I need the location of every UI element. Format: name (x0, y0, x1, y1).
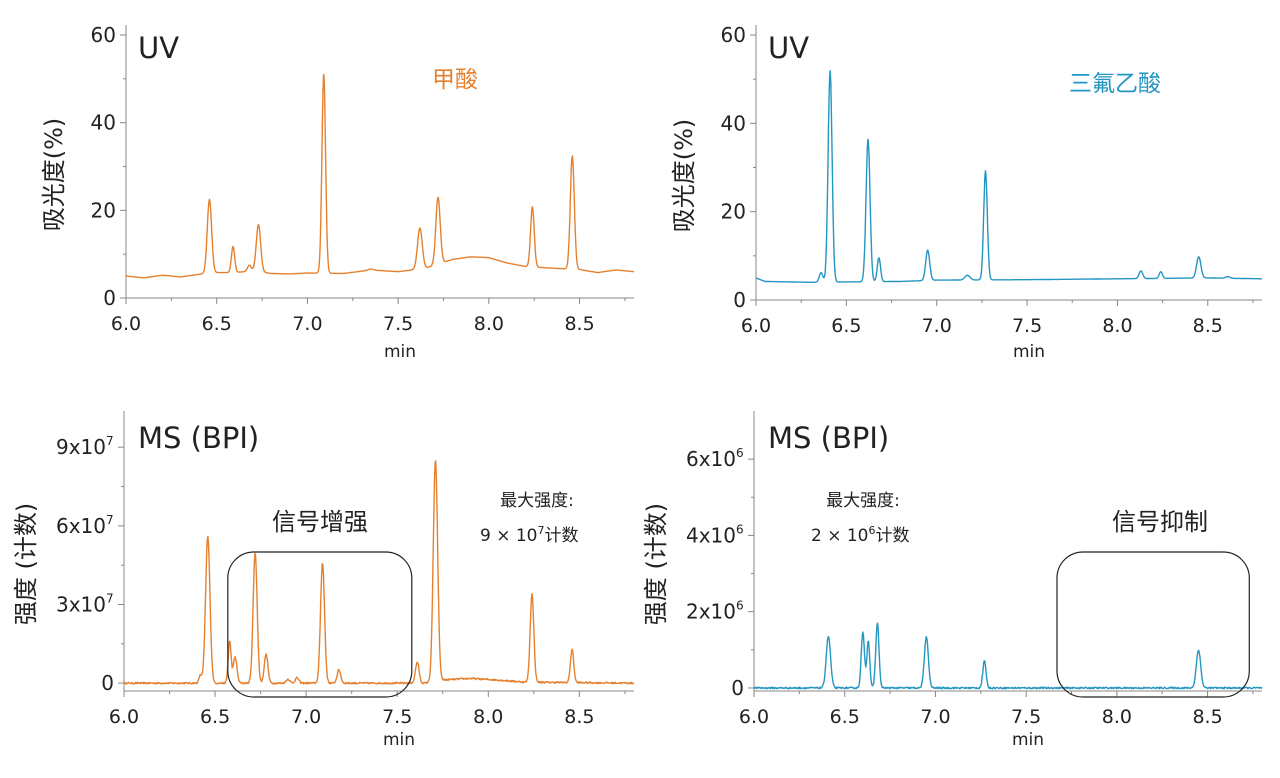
y-axis-title: 吸光度(%) (670, 119, 698, 233)
x-tick-label: 6.5 (831, 315, 861, 337)
y-tick-label: 0 (733, 288, 746, 312)
y-tick-label: 20 (721, 200, 746, 224)
y-axis-title: 强度 (计数) (12, 503, 40, 625)
callout-box (227, 551, 413, 698)
x-tick-label: 7.5 (383, 313, 413, 335)
y-tick-exponent: 6 (736, 446, 744, 460)
trace-line (123, 460, 635, 685)
y-tick-label: 0 (101, 671, 114, 695)
y-tick-exponent: 7 (106, 434, 114, 448)
y-tick-label: 60 (91, 23, 116, 47)
x-tick-label: 8.5 (564, 313, 594, 335)
trace-line (755, 70, 1263, 283)
x-tick-label: 8.5 (1192, 706, 1222, 728)
x-tick-label: 6.0 (741, 315, 771, 337)
max-intensity-value: 9 × 107计数 (480, 524, 579, 546)
x-axis-title: min (1012, 730, 1044, 750)
panel-title: UV (768, 31, 809, 65)
x-tick-label: 6.0 (109, 706, 139, 728)
y-tick-label: 9x10 (56, 435, 106, 459)
y-tick-label: 3x10 (56, 592, 106, 616)
x-tick-label: 6.0 (739, 706, 769, 728)
trace-line (753, 622, 1263, 690)
y-tick-label: 40 (91, 111, 116, 135)
y-tick-label: 0 (103, 286, 116, 310)
y-tick-label: 0 (731, 676, 744, 700)
x-axis-title: min (1013, 342, 1045, 362)
callout-box (1056, 551, 1250, 698)
callout-box-label: 信号抑制 (1112, 508, 1208, 536)
mobile-phase-label: 甲酸 (432, 67, 478, 93)
x-tick-label: 8.0 (474, 313, 504, 335)
y-tick-label: 6x10 (56, 514, 106, 538)
x-tick-label: 7.0 (291, 706, 321, 728)
x-tick-label: 7.0 (922, 315, 952, 337)
panel-title: UV (138, 31, 179, 65)
trace-line (125, 73, 635, 279)
max-intensity-label: 最大强度: (500, 491, 574, 511)
x-tick-label: 6.0 (111, 313, 141, 335)
max-intensity-label: 最大强度: (826, 491, 900, 511)
y-tick-exponent: 6 (736, 599, 744, 613)
mobile-phase-label: 三氟乙酸 (1069, 71, 1161, 97)
x-tick-label: 8.0 (1102, 706, 1132, 728)
x-axis-title: min (384, 342, 416, 362)
y-tick-label: 20 (91, 198, 116, 222)
y-tick-label: 40 (721, 111, 746, 135)
y-tick-label: 4x10 (686, 523, 736, 547)
x-tick-label: 7.5 (1011, 706, 1041, 728)
y-tick-label: 2x10 (686, 600, 736, 624)
x-tick-label: 7.5 (382, 706, 412, 728)
callout-box-label: 信号增强 (272, 508, 368, 536)
x-tick-label: 6.5 (202, 313, 232, 335)
y-tick-exponent: 6 (736, 522, 744, 536)
panel-top-left: 6.0 6.5 7.0 7.5 8.0 8.5 min 0 20 40 60 吸光度(%) UV 甲酸 (40, 23, 635, 362)
x-tick-label: 6.5 (200, 706, 230, 728)
x-tick-label: 8.5 (1193, 315, 1223, 337)
y-tick-label: 6x10 (686, 447, 736, 471)
x-tick-label: 8.0 (473, 706, 503, 728)
panel-top-right: 6.0 6.5 7.0 7.5 8.0 8.5 min 0 20 40 60 吸光度(%) UV 三氟乙酸 (670, 23, 1263, 362)
y-axis-title: 吸光度(%) (40, 118, 68, 232)
y-tick-exponent: 7 (106, 591, 114, 605)
x-tick-label: 7.5 (1012, 315, 1042, 337)
x-tick-label: 6.5 (830, 706, 860, 728)
y-axis-title: 强度 (计数) (642, 503, 670, 625)
y-tick-label: 60 (721, 23, 746, 47)
x-axis-title: min (383, 730, 415, 750)
x-tick-label: 7.0 (920, 706, 950, 728)
panel-title: MS (BPI) (768, 421, 889, 455)
panel-title: MS (BPI) (138, 421, 259, 455)
y-tick-exponent: 7 (106, 513, 114, 527)
x-tick-label: 7.0 (292, 313, 322, 335)
max-intensity-value: 2 × 106计数 (811, 524, 910, 546)
x-tick-label: 8.0 (1102, 315, 1132, 337)
x-tick-label: 8.5 (564, 706, 594, 728)
